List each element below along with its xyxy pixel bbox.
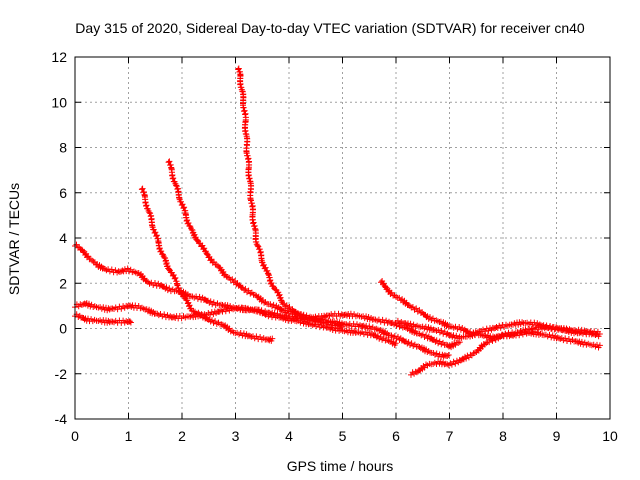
data-point-markers — [393, 317, 603, 342]
x-tick-label: 0 — [71, 428, 79, 444]
y-tick-label: -4 — [55, 411, 68, 427]
y-tick-label: 0 — [59, 321, 67, 337]
series-trace-8 — [408, 323, 602, 378]
x-tick-label: 9 — [553, 428, 561, 444]
x-tick-label: 4 — [285, 428, 293, 444]
y-tick-label: 2 — [59, 275, 67, 291]
y-tick-label: 8 — [59, 140, 67, 156]
x-tick-label: 7 — [446, 428, 454, 444]
y-axis-label: SDTVAR / TECUs — [6, 183, 22, 295]
data-point-markers — [138, 185, 276, 344]
series-trace-4 — [138, 185, 276, 344]
x-tick-labels: 0 1 2 3 4 5 6 7 8 9 10 — [71, 428, 618, 444]
y-tick-label: -2 — [55, 366, 68, 382]
x-tick-label: 6 — [392, 428, 400, 444]
data-series — [72, 65, 603, 378]
data-point-markers — [408, 323, 602, 378]
axis-ticks — [74, 56, 611, 420]
x-tick-label: 2 — [178, 428, 186, 444]
x-tick-label: 8 — [499, 428, 507, 444]
y-tick-label: 4 — [59, 230, 67, 246]
x-tick-label: 1 — [125, 428, 133, 444]
y-tick-label: 12 — [51, 49, 67, 65]
grid-lines — [75, 57, 610, 419]
x-tick-label: 3 — [232, 428, 240, 444]
chart-title: Day 315 of 2020, Sidereal Day-to-day VTE… — [75, 20, 585, 36]
y-tick-label: 10 — [51, 94, 67, 110]
x-tick-label: 10 — [602, 428, 618, 444]
x-tick-label: 5 — [339, 428, 347, 444]
data-point-markers — [235, 65, 345, 330]
series-trace-6 — [235, 65, 345, 330]
x-axis-label: GPS time / hours — [287, 458, 394, 474]
series-trace-9 — [393, 317, 603, 342]
y-tick-labels: -4 -2 0 2 4 6 8 10 12 — [51, 49, 67, 427]
y-tick-label: 6 — [59, 185, 67, 201]
